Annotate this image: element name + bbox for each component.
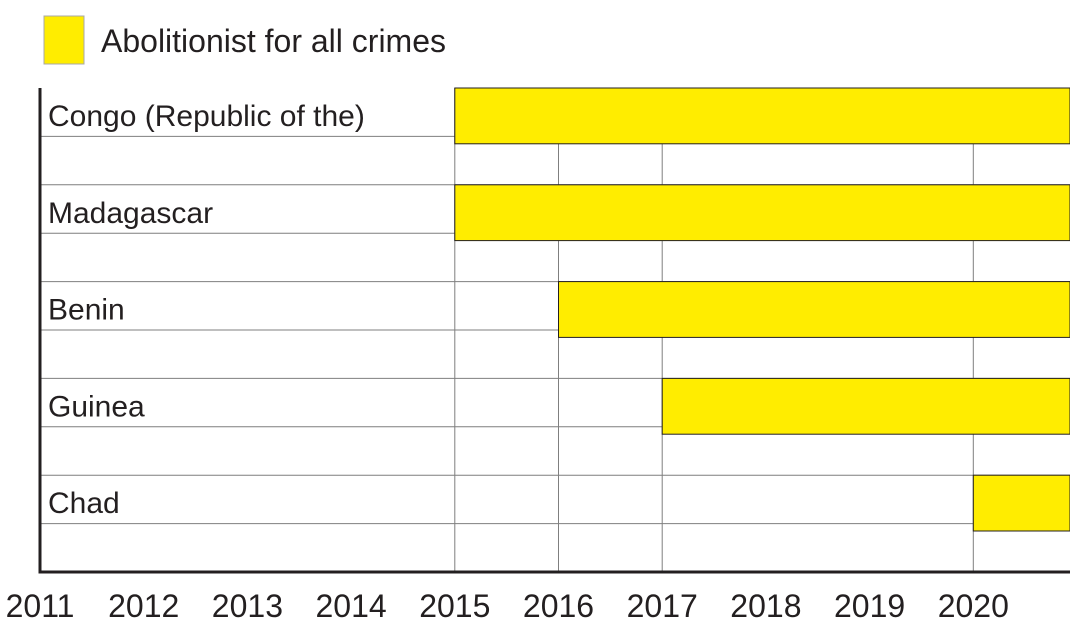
x-tick-label: 2013 [212,588,283,619]
bar-congo-republic-of-the [454,87,1070,145]
category-label: Congo (Republic of the) [48,100,365,133]
x-tick-label: 2019 [834,588,905,619]
category-label: Benin [48,294,125,327]
bar-benin [558,281,1070,338]
x-tick-label: 2014 [316,588,387,619]
x-tick-label: 2016 [523,588,594,619]
category-label: Madagascar [48,197,213,230]
x-tick-label: 2011 [6,588,75,619]
legend-label: Abolitionist for all crimes [101,23,446,59]
category-label: Guinea [48,390,145,423]
legend: Abolitionist for all crimes [43,15,446,65]
bar-madagascar [454,184,1070,242]
legend-swatch [43,15,85,65]
category-label: Chad [48,487,120,520]
x-tick-label: 2012 [108,588,179,619]
x-axis-tick-labels: 2011 2012 2013 2014 2015 2016 2017 2018 2019 2020 [6,588,1009,619]
x-tick-label: 2017 [627,588,698,619]
bar-chad [972,474,1070,532]
bar-guinea [661,377,1070,435]
x-tick-label: 2018 [730,588,801,619]
x-tick-label: 2020 [938,588,1009,619]
x-tick-label: 2015 [419,588,490,619]
plot-area: Congo (Republic of the) Madagascar Benin Gu… [38,87,1070,574]
